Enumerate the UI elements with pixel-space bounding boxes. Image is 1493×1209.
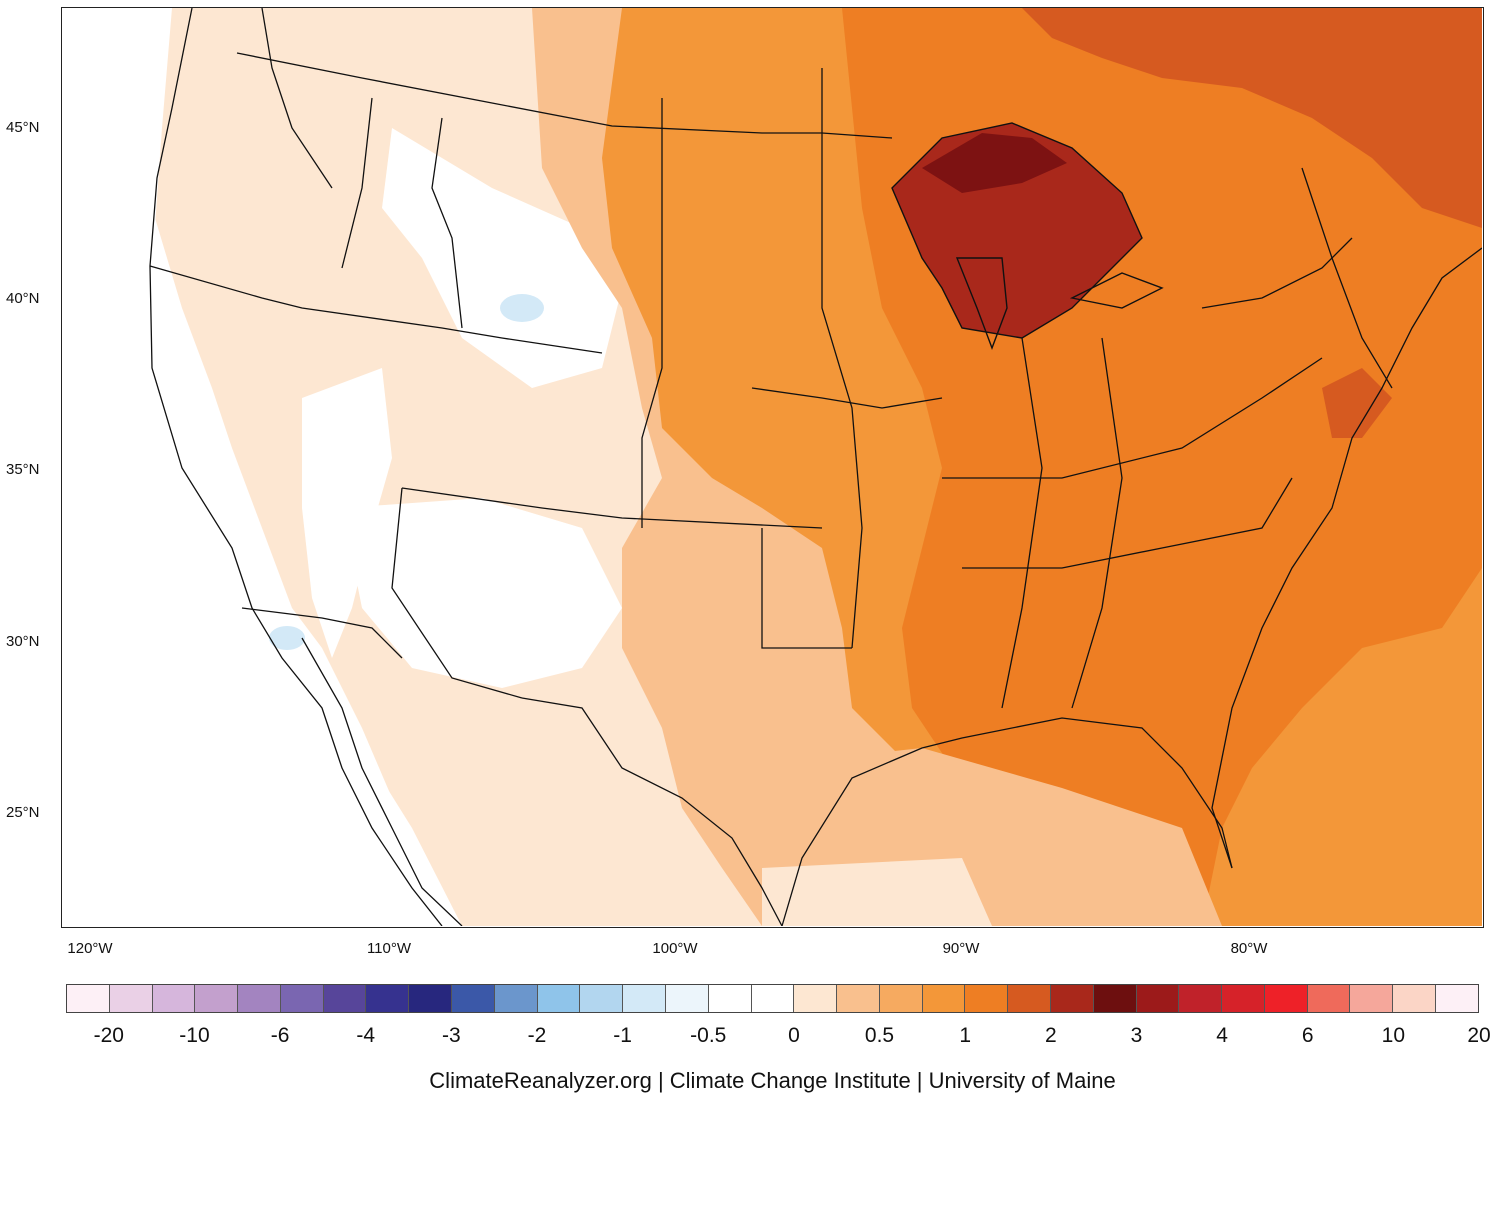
colorbar-label: -0.5 [690,1024,727,1047]
anomaly-band-0-southwest [342,498,622,688]
colorbar-cell [580,985,624,1012]
boundary-lines [149,8,1482,926]
lat-label-25n: 25°N [6,804,40,821]
colorbar-cell [195,985,239,1012]
colorbar-cell [1050,985,1094,1012]
colorbar-cell [879,985,923,1012]
colorbar-label: -1 [613,1024,632,1047]
colorbar-label: 4 [1216,1024,1228,1047]
colorbar-label: -4 [356,1024,376,1047]
cold-patch-california [269,626,305,650]
colorbar-cell [409,985,453,1012]
lat-label-35n: 35°N [6,461,40,478]
colorbar-cell [537,985,581,1012]
lon-label-100w: 100°W [652,940,698,957]
anomaly-band-5 [922,133,1067,193]
colorbar-cell [1393,985,1436,1012]
colorbar-cell [794,985,838,1012]
colorbar-cell [1264,985,1308,1012]
colorbar-cell [965,985,1009,1012]
lon-label-90w: 90°W [942,940,980,957]
colorbar-cell [623,985,666,1012]
colorbar-cell [1093,985,1137,1012]
anomaly-band-05-gulf [762,858,992,926]
colorbar-cell [1179,985,1223,1012]
colorbar-cell [665,985,709,1012]
lon-label-80w: 80°W [1230,940,1268,957]
colorbar-cell [1008,985,1051,1012]
colorbar-cell [494,985,538,1012]
colorbar-cell [1136,985,1180,1012]
colorbar-label: 6 [1301,1024,1314,1047]
temperature-anomaly-map [62,8,1482,926]
colorbar-label: -6 [270,1024,290,1047]
colorbar-label: 3 [1130,1024,1143,1047]
map-frame[interactable] [61,7,1484,928]
colorbar-cell [751,985,795,1012]
great-lakes-outline [891,122,1164,350]
colorbar-cell [708,985,752,1012]
colorbar-cell [1307,985,1351,1012]
colorbar-cell [67,985,110,1012]
colorbar-cell [922,985,966,1012]
colorbar-cell [152,985,196,1012]
lat-label-45n: 45°N [6,119,40,136]
colorbar-cell [323,985,367,1012]
anomaly-band-0-interior [382,128,622,388]
colorbar-cell [109,985,153,1012]
colorbar-cell [366,985,410,1012]
colorbar-label: -2 [527,1024,547,1047]
lon-label-110w: 110°W [366,940,412,957]
anomaly-band-0-baja [62,8,462,926]
anomaly-band-3 [1022,8,1482,228]
anomaly-band-3-atlantic [1322,368,1392,438]
colorbar-label: 0.5 [864,1024,895,1047]
colorbar-label: 0 [788,1024,800,1047]
colorbar-cell [1436,985,1478,1012]
colorbar-label: -10 [179,1024,210,1047]
colorbar-label: -3 [442,1024,461,1047]
colorbar-label: 1 [959,1024,972,1047]
colorbar-label: -20 [93,1024,124,1047]
colorbar [66,984,1479,1013]
lat-label-30n: 30°N [6,633,40,650]
colorbar-cell [238,985,281,1012]
lon-label-120w: 120°W [67,940,113,957]
colorbar-label: 20 [1467,1024,1491,1047]
colorbar-cell [452,985,495,1012]
credit-line: ClimateReanalyzer.org | Climate Change I… [429,1068,1116,1093]
colorbar-label: 2 [1044,1024,1057,1047]
colorbar-cell [1222,985,1265,1012]
colorbar-label: 10 [1381,1024,1406,1047]
lat-label-40n: 40°N [6,290,40,307]
colorbar-cell [1350,985,1394,1012]
colorbar-cell [280,985,324,1012]
colorbar-cell [837,985,880,1012]
cold-patch-colorado [500,294,544,322]
